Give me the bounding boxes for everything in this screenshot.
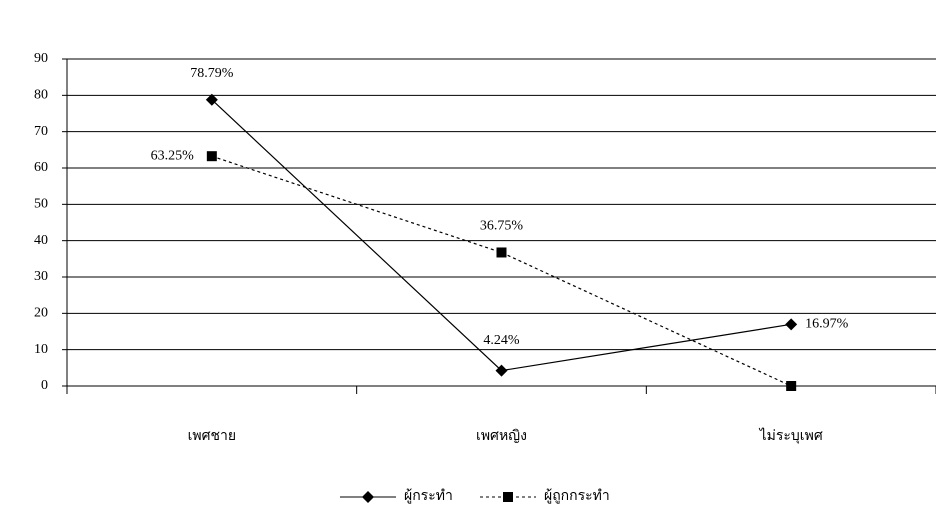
data-label: 78.79% [190,66,234,81]
marker [786,381,797,391]
y-tick-label: 50 [34,197,48,212]
series-line [211,155,792,387]
marker [362,491,374,503]
marker [206,151,217,162]
series-line [211,99,792,372]
data-label: 36.75% [480,219,524,234]
marker [495,364,508,377]
y-tick-label: 0 [41,378,48,393]
y-tick-label: 10 [34,342,48,357]
y-tick-label: 90 [34,51,48,66]
x-tick-label: ไม่ระบุเพศ [759,427,823,444]
marker [205,93,218,106]
legend-label: ผู้ถูกกระทำ [544,488,610,504]
y-tick-label: 40 [34,233,48,248]
y-tick-label: 60 [34,160,48,175]
data-label: 63.25% [151,148,195,163]
y-tick-label: 30 [34,269,48,284]
y-tick-label: 20 [34,306,48,321]
legend-label: ผู้กระทำ [404,488,453,504]
y-tick-label: 80 [34,88,48,103]
x-tick-label: เพศชาย [188,429,236,444]
data-label: 16.97% [805,317,849,332]
marker [496,247,507,258]
data-label: 4.24% [483,333,520,348]
marker [785,318,798,331]
y-tick-label: 70 [34,124,48,139]
x-tick-label: เพศหญิง [476,429,527,444]
marker [503,492,513,502]
